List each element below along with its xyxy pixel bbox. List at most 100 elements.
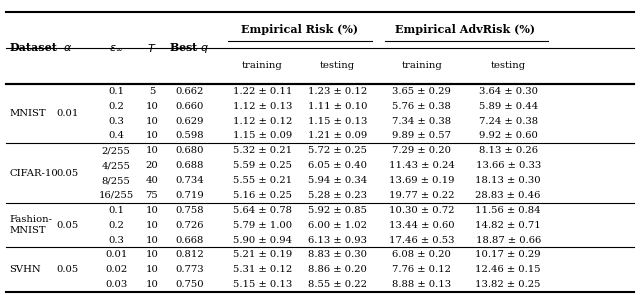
Text: 8.55 ± 0.22: 8.55 ± 0.22 [308, 280, 367, 289]
Text: $T$: $T$ [147, 42, 157, 54]
Text: 16/255: 16/255 [99, 191, 134, 200]
Text: 1.21 ± 0.09: 1.21 ± 0.09 [308, 132, 367, 140]
Text: 1.22 ± 0.11: 1.22 ± 0.11 [232, 87, 292, 96]
Text: 5.15 ± 0.13: 5.15 ± 0.13 [233, 280, 292, 289]
Text: 0.758: 0.758 [175, 206, 204, 215]
Text: testing: testing [491, 61, 525, 70]
Text: 0.3: 0.3 [108, 235, 124, 245]
Text: 5.55 ± 0.21: 5.55 ± 0.21 [233, 176, 292, 185]
Text: 6.13 ± 0.93: 6.13 ± 0.93 [308, 235, 367, 245]
Text: 13.69 ± 0.19: 13.69 ± 0.19 [389, 176, 454, 185]
Text: 0.05: 0.05 [57, 221, 79, 230]
Text: 13.66 ± 0.33: 13.66 ± 0.33 [476, 161, 541, 170]
Text: 0.750: 0.750 [175, 280, 204, 289]
Text: 0.629: 0.629 [175, 117, 204, 126]
Text: 20: 20 [145, 161, 158, 170]
Text: MNIST: MNIST [10, 109, 46, 118]
Text: 10: 10 [145, 235, 158, 245]
Text: SVHN: SVHN [10, 265, 41, 274]
Text: 5.16 ± 0.25: 5.16 ± 0.25 [233, 191, 292, 200]
Text: 13.44 ± 0.60: 13.44 ± 0.60 [388, 221, 454, 230]
Text: 10: 10 [145, 206, 158, 215]
Text: 7.24 ± 0.38: 7.24 ± 0.38 [479, 117, 538, 126]
Text: 0.1: 0.1 [108, 206, 124, 215]
Text: 1.12 ± 0.13: 1.12 ± 0.13 [232, 102, 292, 111]
Text: $\alpha$: $\alpha$ [63, 42, 72, 53]
Text: 14.82 ± 0.71: 14.82 ± 0.71 [476, 221, 541, 230]
Text: 5.28 ± 0.23: 5.28 ± 0.23 [308, 191, 367, 200]
Text: Fashion-
MNIST: Fashion- MNIST [10, 215, 52, 235]
Text: 0.2: 0.2 [108, 102, 124, 111]
Text: 28.83 ± 0.46: 28.83 ± 0.46 [476, 191, 541, 200]
Text: 7.29 ± 0.20: 7.29 ± 0.20 [392, 146, 451, 155]
Text: 8.88 ± 0.13: 8.88 ± 0.13 [392, 280, 451, 289]
Text: 10: 10 [145, 132, 158, 140]
Text: 5.92 ± 0.85: 5.92 ± 0.85 [308, 206, 367, 215]
Text: 5.64 ± 0.78: 5.64 ± 0.78 [233, 206, 292, 215]
Text: 10: 10 [145, 265, 158, 274]
Text: 5.76 ± 0.38: 5.76 ± 0.38 [392, 102, 451, 111]
Text: 3.64 ± 0.30: 3.64 ± 0.30 [479, 87, 538, 96]
Text: 10: 10 [145, 280, 158, 289]
Text: 6.00 ± 1.02: 6.00 ± 1.02 [308, 221, 367, 230]
Text: 0.05: 0.05 [57, 169, 79, 178]
Text: 0.680: 0.680 [175, 146, 204, 155]
Text: 11.43 ± 0.24: 11.43 ± 0.24 [388, 161, 454, 170]
Text: 4/255: 4/255 [102, 161, 131, 170]
Text: 1.11 ± 0.10: 1.11 ± 0.10 [308, 102, 367, 111]
Text: 1.23 ± 0.12: 1.23 ± 0.12 [308, 87, 367, 96]
Text: 6.05 ± 0.40: 6.05 ± 0.40 [308, 161, 367, 170]
Text: 1.12 ± 0.12: 1.12 ± 0.12 [232, 117, 292, 126]
Text: 3.65 ± 0.29: 3.65 ± 0.29 [392, 87, 451, 96]
Text: 0.726: 0.726 [175, 221, 204, 230]
Text: 1.15 ± 0.09: 1.15 ± 0.09 [233, 132, 292, 140]
Text: 5.72 ± 0.25: 5.72 ± 0.25 [308, 146, 367, 155]
Text: 0.03: 0.03 [105, 280, 127, 289]
Text: 0.812: 0.812 [175, 250, 204, 259]
Text: 0.4: 0.4 [108, 132, 124, 140]
Text: 0.3: 0.3 [108, 117, 124, 126]
Text: 5.21 ± 0.19: 5.21 ± 0.19 [233, 250, 292, 259]
Text: 19.77 ± 0.22: 19.77 ± 0.22 [389, 191, 454, 200]
Text: Dataset: Dataset [10, 42, 58, 53]
Text: 5.94 ± 0.34: 5.94 ± 0.34 [308, 176, 367, 185]
Text: 9.92 ± 0.60: 9.92 ± 0.60 [479, 132, 538, 140]
Text: 18.13 ± 0.30: 18.13 ± 0.30 [476, 176, 541, 185]
Text: training: training [242, 61, 283, 70]
Text: 10: 10 [145, 117, 158, 126]
Text: 13.82 ± 0.25: 13.82 ± 0.25 [476, 280, 541, 289]
Text: 10.17 ± 0.29: 10.17 ± 0.29 [476, 250, 541, 259]
Text: 5.59 ± 0.25: 5.59 ± 0.25 [233, 161, 292, 170]
Text: CIFAR-10: CIFAR-10 [10, 169, 58, 178]
Text: 17.46 ± 0.53: 17.46 ± 0.53 [389, 235, 454, 245]
Text: 0.598: 0.598 [175, 132, 204, 140]
Text: 0.668: 0.668 [175, 235, 204, 245]
Text: training: training [401, 61, 442, 70]
Text: 0.05: 0.05 [57, 265, 79, 274]
Text: 10: 10 [145, 221, 158, 230]
Text: 0.01: 0.01 [105, 250, 127, 259]
Text: 0.660: 0.660 [175, 102, 204, 111]
Text: 18.87 ± 0.66: 18.87 ± 0.66 [476, 235, 541, 245]
Text: 5.79 ± 1.00: 5.79 ± 1.00 [233, 221, 292, 230]
Text: 40: 40 [145, 176, 158, 185]
Text: 8.83 ± 0.30: 8.83 ± 0.30 [308, 250, 367, 259]
Text: 11.56 ± 0.84: 11.56 ± 0.84 [476, 206, 541, 215]
Text: 5.31 ± 0.12: 5.31 ± 0.12 [233, 265, 292, 274]
Text: 5.32 ± 0.21: 5.32 ± 0.21 [233, 146, 292, 155]
Text: 0.734: 0.734 [175, 176, 204, 185]
Text: 5: 5 [148, 87, 155, 96]
Text: 8/255: 8/255 [102, 176, 131, 185]
Text: 0.1: 0.1 [108, 87, 124, 96]
Text: 8.86 ± 0.20: 8.86 ± 0.20 [308, 265, 367, 274]
Text: 75: 75 [145, 191, 158, 200]
Text: 0.662: 0.662 [175, 87, 204, 96]
Text: 5.89 ± 0.44: 5.89 ± 0.44 [479, 102, 538, 111]
Text: $\epsilon_\infty$: $\epsilon_\infty$ [109, 42, 123, 53]
Text: 0.01: 0.01 [57, 109, 79, 118]
Text: 0.773: 0.773 [175, 265, 204, 274]
Text: Best $q$: Best $q$ [170, 41, 210, 55]
Text: 7.76 ± 0.12: 7.76 ± 0.12 [392, 265, 451, 274]
Text: Empirical AdvRisk (%): Empirical AdvRisk (%) [395, 24, 535, 35]
Text: testing: testing [320, 61, 355, 70]
